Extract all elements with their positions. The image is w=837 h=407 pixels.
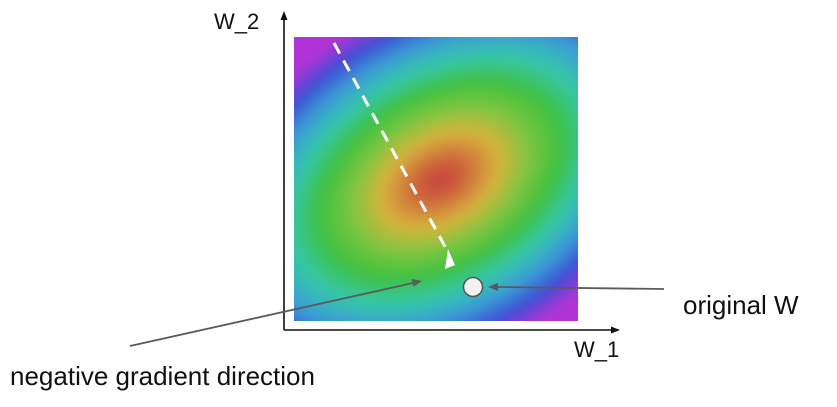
negative-gradient-pointer [129,282,414,347]
arrowhead-icon [445,249,455,269]
x-axis-arrow-icon [611,326,620,334]
loss-heatmap [294,37,578,321]
original-w-label: original W [683,290,799,320]
negative-gradient-pointer-arrow-icon [411,278,422,287]
y-axis-label: W_2 [214,9,260,34]
circle-marker-icon [462,276,484,298]
original-w-pointer-arrow-icon [488,283,498,291]
heatmap-contours [294,37,578,321]
heatmap-contour [433,174,447,186]
x-axis-label: W_1 [574,337,620,362]
y-axis-arrow-icon [280,11,288,20]
original-w-pointer [497,286,665,290]
axes [280,11,620,334]
annotation-pointers [129,278,665,347]
negative-gradient-label: negative gradient direction [10,361,315,391]
